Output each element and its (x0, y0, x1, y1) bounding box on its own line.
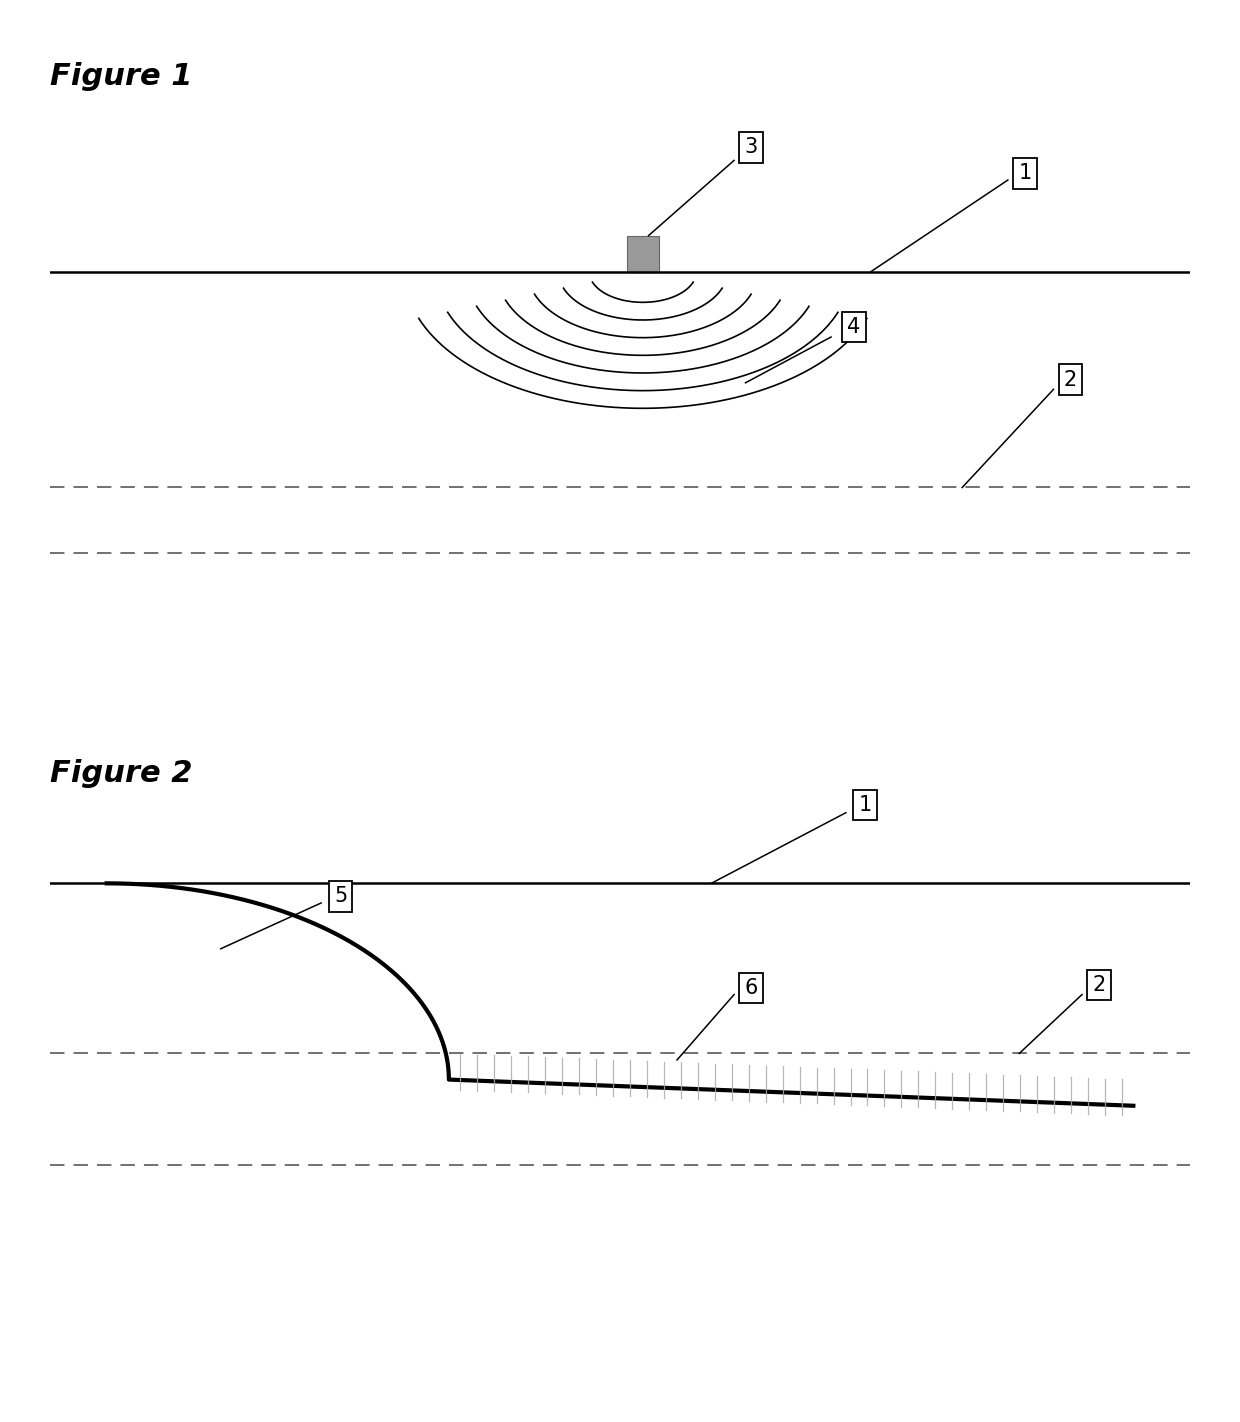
Text: 4: 4 (847, 317, 861, 337)
Text: 2: 2 (1092, 974, 1106, 995)
Text: 1: 1 (858, 795, 872, 815)
Text: 1: 1 (1018, 164, 1032, 183)
Bar (627, 236, 658, 272)
Text: 3: 3 (744, 138, 758, 158)
Text: Figure 1: Figure 1 (50, 63, 192, 91)
Text: Figure 2: Figure 2 (50, 759, 192, 788)
Text: 6: 6 (744, 978, 758, 998)
Text: 2: 2 (1064, 370, 1078, 390)
Text: 5: 5 (334, 886, 347, 906)
